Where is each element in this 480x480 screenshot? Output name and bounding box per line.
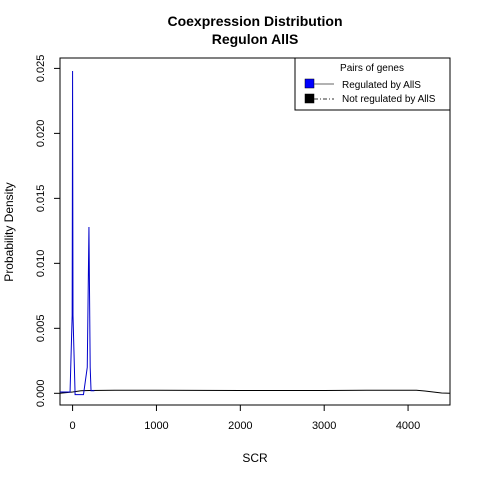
legend-label-regulated: Regulated by AllS (342, 80, 421, 91)
y-tick-label: 0.025 (35, 55, 47, 83)
x-tick-label: 3000 (312, 420, 336, 432)
y-axis: 0.000 0.005 0.010 0.015 0.020 0.025 (35, 55, 60, 407)
x-tick-label: 2000 (228, 420, 252, 432)
x-tick-label: 0 (70, 420, 76, 432)
y-axis-label: Probability Density (2, 182, 16, 281)
legend-swatch-not-regulated (304, 93, 315, 104)
x-axis: 0 1000 2000 3000 4000 (70, 405, 420, 432)
y-tick-label: 0.000 (35, 380, 47, 408)
series-line-not-regulated (59, 389, 451, 394)
x-tick-label: 4000 (396, 420, 420, 432)
series-layer (59, 70, 451, 396)
y-tick-label: 0.010 (35, 250, 47, 278)
series-line-regulated (60, 70, 95, 396)
plot-frame (59, 57, 451, 406)
legend-title: Pairs of genes (340, 63, 404, 74)
x-axis-label: SCR (242, 451, 268, 465)
y-tick-label: 0.005 (35, 315, 47, 343)
chart-subtitle: Regulon AllS (212, 31, 299, 47)
x-tick-label: 1000 (144, 420, 168, 432)
legend: Pairs of genes Regulated by AllS Not reg… (294, 57, 451, 111)
legend-swatch-regulated (304, 78, 315, 89)
chart-title: Coexpression Distribution (167, 13, 342, 29)
y-tick-label: 0.020 (35, 120, 47, 148)
legend-label-not-regulated: Not regulated by AllS (342, 94, 436, 105)
y-tick-label: 0.015 (35, 185, 47, 213)
